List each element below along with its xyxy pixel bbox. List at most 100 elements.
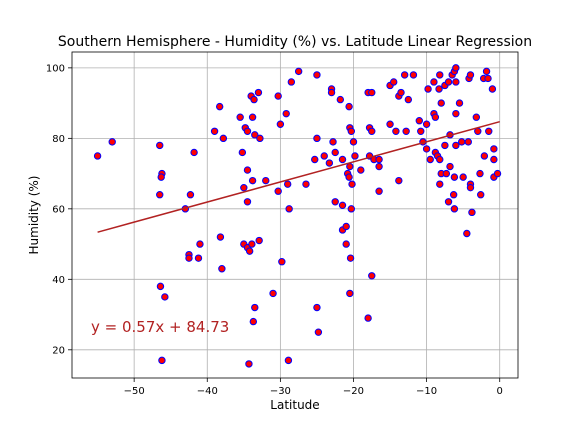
data-point [216,233,225,241]
data-point [196,240,204,248]
data-point [236,113,244,121]
chart-title: Southern Hemisphere - Humidity (%) vs. L… [58,34,532,50]
data-point [482,67,491,76]
data-point [156,141,164,150]
data-point [357,166,365,174]
data-point [218,265,226,273]
data-point [346,254,355,262]
data-point [287,78,296,86]
data-point [437,99,445,107]
data-point [431,113,440,121]
data-point [375,187,383,195]
data-point [313,134,321,143]
x-tick-label: −50 [124,386,145,397]
data-point [415,117,423,125]
data-point [325,159,334,167]
data-point [245,247,254,255]
data-point [450,173,459,181]
data-point [368,272,376,280]
data-point [269,289,277,298]
data-point [404,95,413,104]
data-point [452,141,460,150]
data-point [346,162,354,171]
data-point [452,109,460,118]
data-point [476,169,484,178]
data-point [240,183,248,192]
data-point [338,201,347,210]
data-point [245,360,253,368]
data-point [442,169,451,178]
data-point [93,152,102,160]
data-point [314,328,323,336]
data-point [251,303,259,312]
data-point [327,88,336,97]
data-point [215,102,224,111]
data-point [249,317,258,326]
data-point [243,127,252,135]
y-axis-ticks: 20 40 60 80 100 [46,63,72,356]
grid-lines [72,52,518,378]
data-point [278,257,286,266]
data-point [397,88,405,97]
x-tick-label: −30 [270,386,291,397]
data-point [386,120,394,128]
y-tick-label: 80 [52,134,65,145]
data-point [329,138,337,146]
data-point [243,166,252,174]
data-point [368,88,376,97]
data-point [395,176,403,185]
data-point [254,88,263,97]
data-point [490,145,498,153]
data-point [436,155,444,164]
data-point [342,222,350,231]
data-point [313,71,321,79]
data-point [274,92,282,100]
data-point [243,198,252,206]
y-tick-label: 20 [52,345,65,356]
data-point [331,148,339,157]
data-point [466,71,475,79]
data-points [93,64,502,368]
data-point [156,191,164,199]
x-tick-label: −10 [416,386,437,397]
data-point [347,205,355,213]
data-point [468,208,476,217]
regression-equation: y = 0.57x + 84.73 [91,318,229,336]
data-point [185,254,193,262]
data-point [402,127,410,135]
data-point [422,120,431,128]
data-point [256,134,264,143]
data-point [346,289,354,298]
data-point [488,85,497,93]
data-point [472,113,481,121]
data-point [210,127,219,135]
data-point [450,205,459,213]
x-axis-label: Latitude [270,398,319,412]
x-axis-ticks: −50 −40 −30 −20 −10 0 [124,378,503,397]
data-point [338,155,347,164]
data-point [302,180,310,188]
data-point [493,169,502,178]
data-point [441,141,449,150]
data-point [444,198,453,206]
data-point [422,145,431,153]
data-point [400,71,409,79]
data-point [390,78,398,86]
y-tick-label: 100 [46,63,65,74]
data-point [347,127,355,135]
data-point [276,120,285,128]
x-tick-label: −20 [343,386,364,397]
data-point [480,152,489,160]
data-point [294,67,303,76]
data-point [313,303,321,312]
data-point [349,138,358,146]
data-point [464,138,472,146]
y-tick-label: 60 [52,204,65,215]
regression-line [97,120,500,233]
data-point [459,173,467,181]
plot-frame [71,51,519,379]
data-point [452,78,460,86]
data-point [417,127,425,135]
data-point [463,229,471,238]
